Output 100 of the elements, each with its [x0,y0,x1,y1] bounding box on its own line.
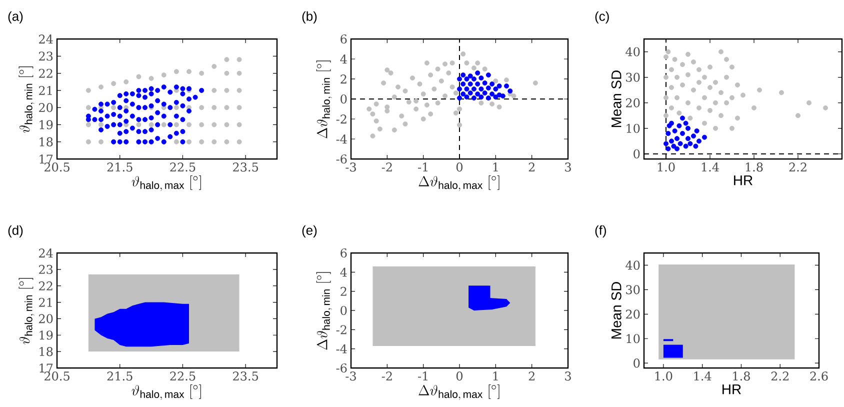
point [174,69,179,74]
point [478,100,484,106]
x-tick-label: 22.5 [170,372,196,381]
point [685,136,690,142]
chart-title: (a) [8,11,23,24]
point [490,81,495,86]
point [464,86,470,92]
point [435,100,440,106]
point [236,139,242,144]
y-tick-label: -6 [336,363,347,373]
x-tick-label: 23.5 [233,162,258,172]
point [696,80,702,85]
point [504,77,510,82]
point [688,116,693,121]
x-tick-label: 1 [493,162,498,172]
point [86,139,91,144]
point [666,49,671,54]
point [442,61,448,66]
point [98,122,104,128]
point [482,90,488,96]
point [446,70,452,76]
point [424,60,430,66]
point [457,95,462,100]
point [734,116,740,121]
point [702,120,707,126]
point [174,105,179,110]
y-tick-label: 18 [40,137,53,146]
point [707,85,712,90]
point [402,121,408,126]
point [224,70,230,76]
point [688,141,693,146]
x-tick-label: 22.5 [170,162,196,172]
point [685,72,690,78]
point [729,126,734,131]
point [693,144,698,149]
point [674,146,680,152]
x-tick-label: -3 [346,372,356,381]
x-axis-title: $\vartheta_{\mathrm{halo,\,max}}\;[^{\circ}]$ [132,384,201,400]
y-tick-label: 40 [626,260,640,270]
point [460,72,466,78]
point [678,141,683,146]
y-tick-label: 22 [39,68,52,78]
point [482,80,488,86]
point [224,139,230,144]
point [508,88,513,94]
point [718,90,724,96]
x-tick-label: 1.4 [702,162,719,172]
point [414,106,419,112]
point [453,110,458,116]
point [707,64,712,70]
x-tick-label: -1 [418,162,428,172]
x-tick-label: 2.2 [771,372,788,381]
point [724,74,729,80]
y-tick-label: 17 [40,364,53,372]
point [663,54,668,60]
point [671,144,676,149]
point [486,72,491,78]
point [464,60,470,66]
point [680,130,685,136]
y-tick-label: 30 [626,285,640,294]
point [778,90,784,96]
point [424,102,430,108]
point [236,57,242,62]
point [532,80,538,86]
point [690,134,696,139]
y-tick-label: 24 [39,34,53,44]
point [86,88,91,93]
chart-title: (b) [302,11,317,24]
point [486,95,491,100]
x-tick-label: 21.5 [107,372,132,381]
point [702,134,707,140]
point [729,64,734,70]
point [450,60,455,66]
point [428,72,434,78]
point [384,67,390,72]
point [674,136,680,142]
point [399,113,404,118]
point [186,69,192,74]
point [98,84,104,90]
point [453,90,458,96]
point [475,91,480,96]
x-tick-label: 1.8 [733,372,750,381]
point [475,70,480,76]
point [174,122,179,128]
point [718,113,724,118]
point [493,86,498,92]
y-tick-label: 10 [626,334,640,344]
point [756,88,762,93]
x-tick-label: 1.0 [658,162,675,172]
point [199,122,204,128]
x-tick-label: 23.5 [233,372,258,381]
y-tick-label: 20 [626,98,640,108]
point [381,80,386,86]
y-tick-label: 19 [40,120,53,130]
point [674,95,680,100]
point [475,60,480,66]
x-tick-label: 2 [528,372,534,380]
point [663,95,668,100]
point [751,105,756,110]
point [493,94,498,100]
